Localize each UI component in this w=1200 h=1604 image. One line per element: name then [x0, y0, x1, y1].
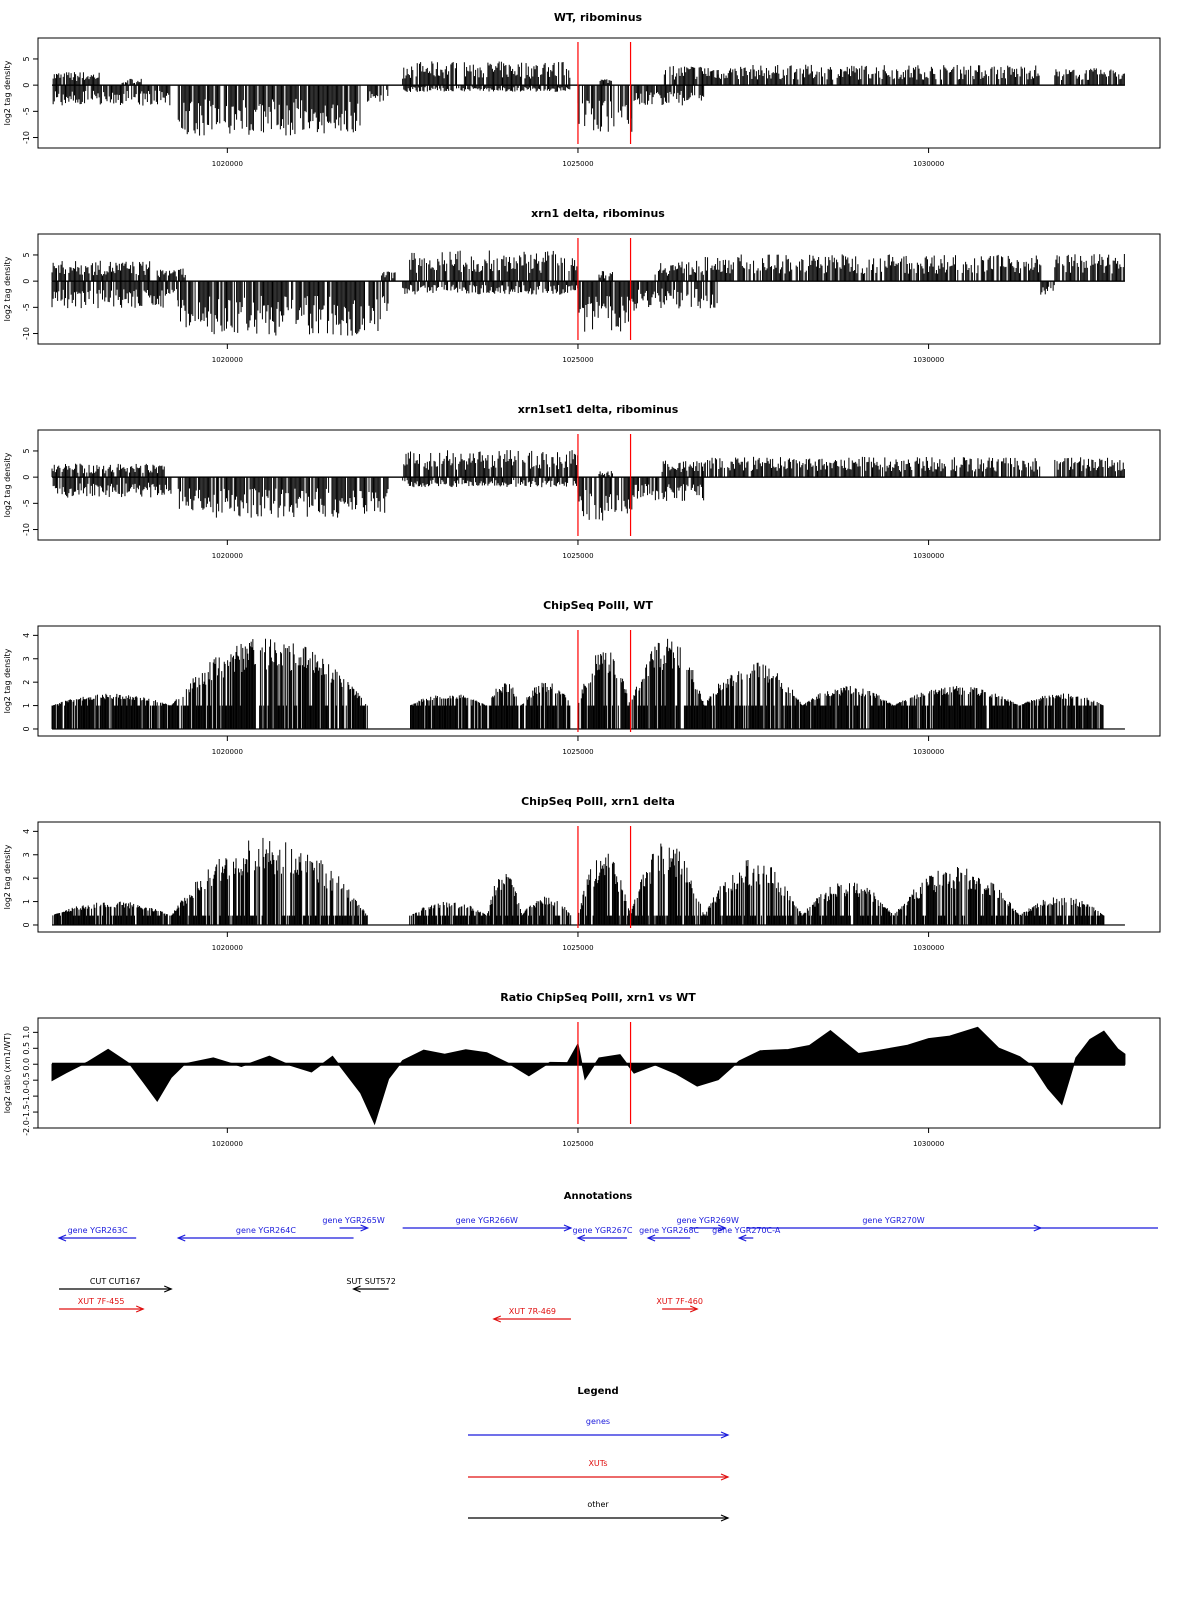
x-tick-label: 1020000 [212, 748, 243, 756]
y-tick-label: 5 [22, 56, 31, 61]
y-tick-label: 2 [22, 680, 31, 685]
chart-title: xrn1 delta, ribominus [531, 207, 665, 220]
signal-track [52, 838, 1125, 926]
x-tick-label: 1020000 [212, 160, 243, 168]
x-tick-label: 1025000 [562, 160, 593, 168]
chart-panel-4: ChipSeq PolII, WT log2 tag density 0 1 2 3 4 10… [3, 599, 1160, 756]
chart-panel-2: xrn1 delta, ribominus log2 tag density -10… [3, 207, 1160, 364]
x-tick-label: 1030000 [913, 356, 944, 364]
y-tick-label: 4 [22, 829, 31, 834]
y-axis-label: log2 tag density [3, 844, 12, 909]
y-tick-label: -10 [22, 327, 31, 340]
chart-title: WT, ribominus [554, 11, 643, 24]
y-tick-label: 0 [22, 726, 31, 731]
y-tick-label: 1 [22, 703, 31, 708]
signal-track [52, 61, 1125, 135]
x-tick-label: 1020000 [212, 552, 243, 560]
y-tick-label: -5 [22, 303, 31, 311]
y-tick-label: 0 [22, 83, 31, 88]
y-tick-label: -10 [22, 523, 31, 536]
y-tick-label: 4 [22, 633, 31, 638]
chart-title: ChipSeq PolII, xrn1 delta [521, 795, 675, 808]
y-tick-label: 5 [22, 252, 31, 257]
y-tick-label: 3 [22, 852, 31, 857]
x-tick-label: 1030000 [913, 160, 944, 168]
chart-panel-3: xrn1set1 delta, ribominus log2 tag densit… [3, 403, 1160, 560]
y-tick-label: 0 [22, 475, 31, 480]
x-tick-label: 1020000 [212, 944, 243, 952]
x-tick-label: 1025000 [562, 356, 593, 364]
chart-title: ChipSeq PolII, WT [543, 599, 653, 612]
signal-track [52, 639, 1125, 730]
x-tick-label: 1030000 [913, 748, 944, 756]
y-tick-label: 1 [22, 899, 31, 904]
y-axis-label: log2 tag density [3, 452, 12, 517]
y-tick-label: -5 [22, 499, 31, 507]
x-tick-label: 1030000 [913, 552, 944, 560]
y-tick-label: 2 [22, 876, 31, 881]
y-tick-label: -10 [22, 131, 31, 144]
y-tick-label: 0 [22, 279, 31, 284]
y-tick-label: -5 [22, 107, 31, 115]
x-tick-label: 1025000 [562, 552, 593, 560]
chart-panel-1: WT, ribominus log2 tag density -10 -5 0 5 1020… [3, 11, 1160, 168]
y-axis-label: log2 tag density [3, 648, 12, 713]
chart-panel-5: ChipSeq PolII, xrn1 delta log2 tag densit… [3, 795, 1160, 952]
x-tick-label: 1025000 [562, 944, 593, 952]
chart-title: xrn1set1 delta, ribominus [518, 403, 679, 416]
signal-track [52, 450, 1125, 520]
x-tick-label: 1030000 [913, 944, 944, 952]
signal-track [52, 251, 1125, 336]
x-tick-label: 1025000 [562, 748, 593, 756]
y-tick-label: 0 [22, 922, 31, 927]
y-axis-label: log2 tag density [3, 60, 12, 125]
y-axis-label: log2 tag density [3, 256, 12, 321]
y-tick-label: 3 [22, 656, 31, 661]
y-tick-label: 5 [22, 448, 31, 453]
x-tick-label: 1020000 [212, 356, 243, 364]
